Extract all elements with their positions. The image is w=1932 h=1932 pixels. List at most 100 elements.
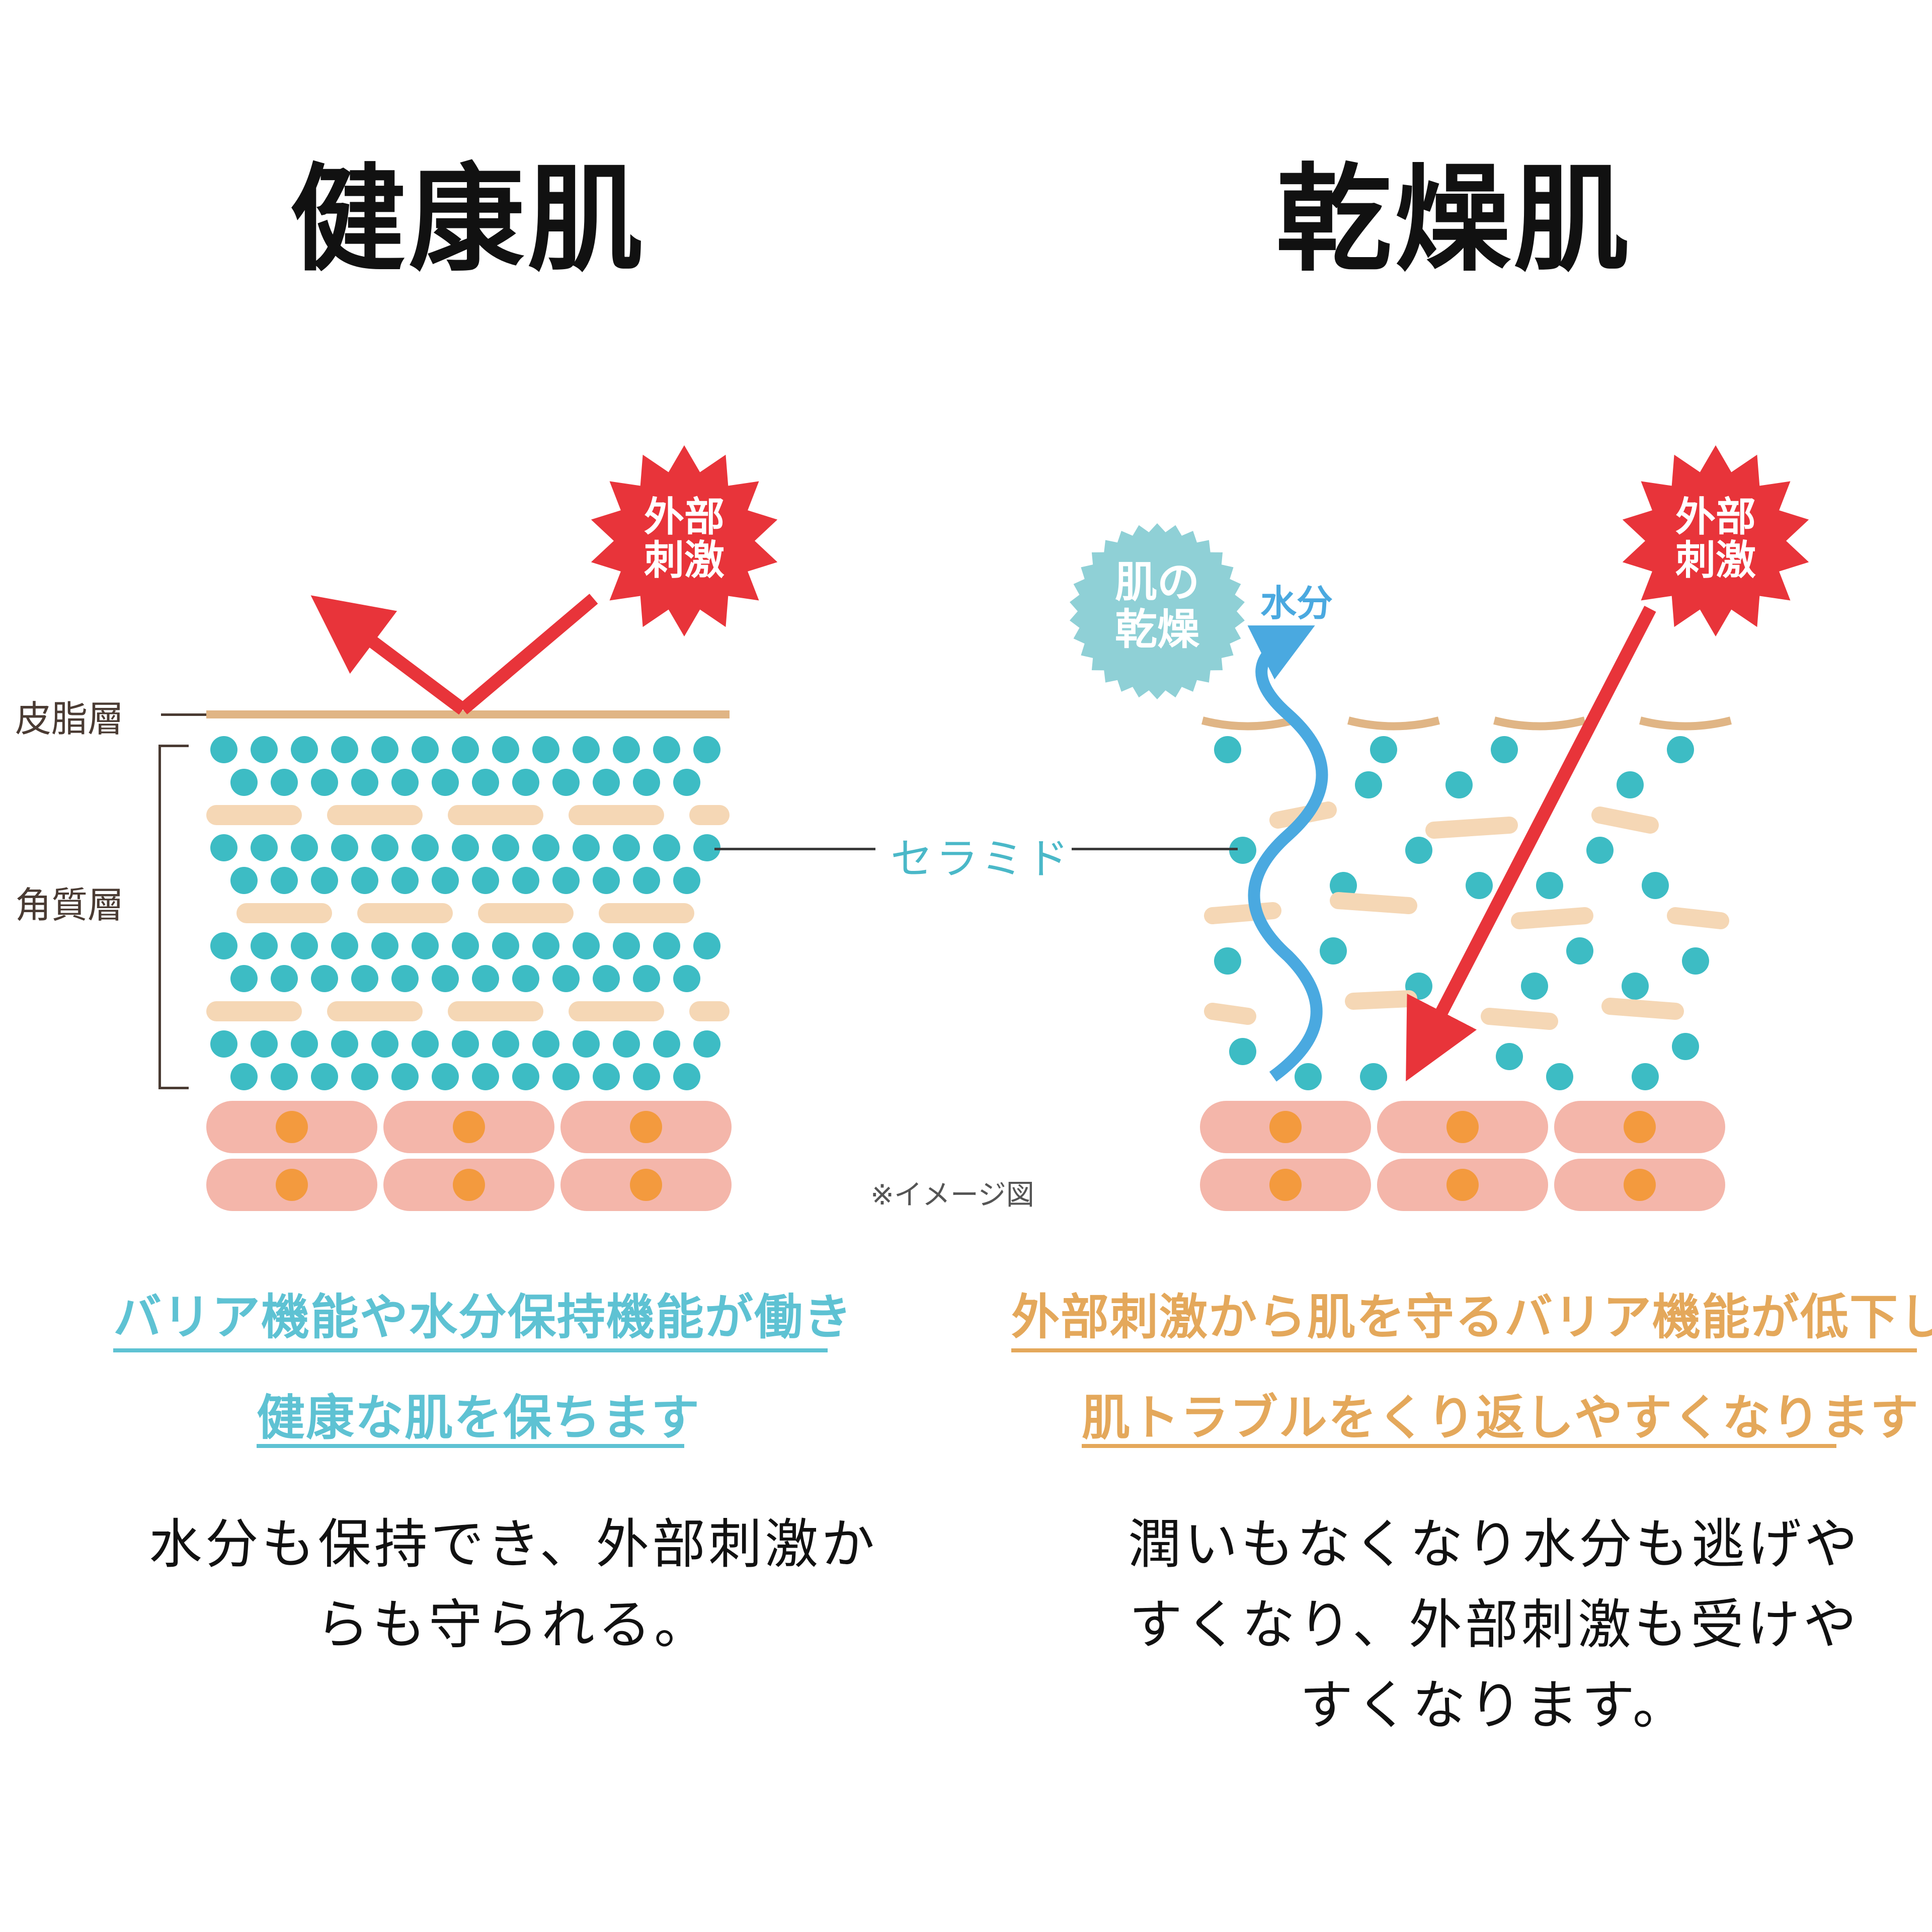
ceramide-dot xyxy=(371,736,398,763)
ceramide-dot xyxy=(1586,837,1614,864)
dry-headline-2-underline xyxy=(1082,1444,1836,1448)
ceramide-dot xyxy=(230,867,258,894)
ceramide-dot xyxy=(452,736,479,763)
healthy-skin-cell xyxy=(383,1101,554,1153)
lipid-layer xyxy=(236,903,332,923)
ceramide-dot xyxy=(1360,1063,1387,1090)
ceramide-dot xyxy=(1355,771,1382,798)
ceramide-dot xyxy=(331,932,358,959)
ceramide-dot xyxy=(552,867,580,894)
ceramide-dot xyxy=(311,965,338,992)
ceramide-dot xyxy=(1496,1043,1523,1070)
ceramide-dot xyxy=(472,965,499,992)
ceramide-dot xyxy=(1214,947,1241,975)
ceramide-dot xyxy=(1536,872,1563,899)
sebum-leader-line xyxy=(161,713,211,716)
water-escape-arrow xyxy=(1247,625,1328,1082)
ceramide-dot xyxy=(1521,973,1548,1000)
ceramide-dot xyxy=(1466,872,1493,899)
ceramide-dot xyxy=(391,867,419,894)
ceramide-leader-left xyxy=(714,848,875,850)
ceramide-dot xyxy=(573,736,600,763)
ceramide-dot xyxy=(472,769,499,796)
ceramide-dot xyxy=(1642,872,1669,899)
ceramide-dot xyxy=(673,769,700,796)
healthy-headline-2: 健康な肌を保ちます xyxy=(257,1390,700,1446)
ceramide-dot xyxy=(613,932,640,959)
lipid-layer xyxy=(599,903,694,923)
ceramide-dot xyxy=(210,736,237,763)
ceramide-dot xyxy=(210,1030,237,1058)
healthy-skin-diagram xyxy=(206,710,732,1211)
ceramide-dot xyxy=(552,769,580,796)
lipid-layer xyxy=(689,1001,730,1021)
healthy-skin-cell xyxy=(383,1159,554,1211)
ceramide-leader-right xyxy=(1072,848,1238,850)
ceramide-dot xyxy=(653,1030,680,1058)
ceramide-dot xyxy=(331,1030,358,1058)
dry-skin-cell xyxy=(1200,1159,1371,1211)
ceramide-dot xyxy=(673,1063,700,1090)
ceramide-dot xyxy=(251,1030,278,1058)
ceramide-dot xyxy=(311,867,338,894)
ceramide-dot xyxy=(432,769,459,796)
lipid-layer xyxy=(357,903,453,923)
ceramide-dot xyxy=(532,1030,559,1058)
ceramide-dot xyxy=(593,965,620,992)
ceramide-dot xyxy=(412,1030,439,1058)
lipid-fragment xyxy=(1481,1008,1558,1030)
stratum-corneum-bracket xyxy=(158,745,189,1089)
ceramide-dot xyxy=(210,834,237,861)
ceramide-dot xyxy=(391,965,419,992)
ceramide-dot xyxy=(291,736,318,763)
dry-headline-2: 肌トラブルをくり返しやすくなります xyxy=(1082,1390,1920,1446)
ceramide-dot xyxy=(653,736,680,763)
ceramide-dot xyxy=(351,769,378,796)
ceramide-dot xyxy=(351,867,378,894)
lipid-layer xyxy=(448,1001,543,1021)
ceramide-dot xyxy=(1546,1063,1573,1090)
ceramide-dot xyxy=(391,1063,419,1090)
ceramide-dot xyxy=(492,834,519,861)
healthy-skin-cell xyxy=(206,1159,377,1211)
dry-cell-nucleus xyxy=(1446,1111,1479,1143)
lipid-layer xyxy=(569,1001,664,1021)
ceramide-label: セラミド xyxy=(891,834,1072,883)
healthy-cell-nucleus xyxy=(630,1111,662,1143)
ceramide-dot xyxy=(1320,937,1347,964)
healthy-cell-nucleus xyxy=(453,1169,485,1201)
dry-skin-cell xyxy=(1377,1101,1548,1153)
ceramide-dot xyxy=(1445,771,1473,798)
ceramide-dot xyxy=(291,932,318,959)
lipid-layer xyxy=(478,903,574,923)
ceramide-dot xyxy=(1622,973,1649,1000)
ceramide-dot xyxy=(532,932,559,959)
dry-skin-cell xyxy=(1377,1159,1548,1211)
ceramide-dot xyxy=(613,736,640,763)
lipid-fragment xyxy=(1345,990,1417,1010)
ceramide-dot xyxy=(633,965,660,992)
ceramide-dot xyxy=(1632,1063,1659,1090)
healthy-skin-cell xyxy=(206,1101,377,1153)
ceramide-dot xyxy=(230,769,258,796)
ceramide-dot xyxy=(291,834,318,861)
ceramide-dot xyxy=(633,867,660,894)
ceramide-dot xyxy=(1672,1033,1699,1060)
penetrating-stimulus-arrow xyxy=(1406,606,1656,1082)
ceramide-dot xyxy=(432,1063,459,1090)
healthy-skin-cell xyxy=(560,1159,732,1211)
ceramide-dot xyxy=(452,834,479,861)
ceramide-dot xyxy=(472,867,499,894)
ceramide-dot xyxy=(1405,973,1432,1000)
ceramide-dot xyxy=(1295,1063,1322,1090)
dry-description: 潤いもなくなり水分も逃げや すくなり、外部刺激も受けや すくなります。 xyxy=(1128,1513,1861,1736)
ceramide-dot xyxy=(673,867,700,894)
dry-skin-cell xyxy=(1554,1101,1725,1153)
ceramide-dot xyxy=(251,736,278,763)
sebum-layer-label: 皮脂層 xyxy=(15,698,124,740)
dry-skin-cell xyxy=(1200,1101,1371,1153)
lipid-layer xyxy=(327,805,423,825)
ceramide-dot xyxy=(492,736,519,763)
ceramide-dot xyxy=(271,965,298,992)
ceramide-dot xyxy=(1370,736,1397,763)
